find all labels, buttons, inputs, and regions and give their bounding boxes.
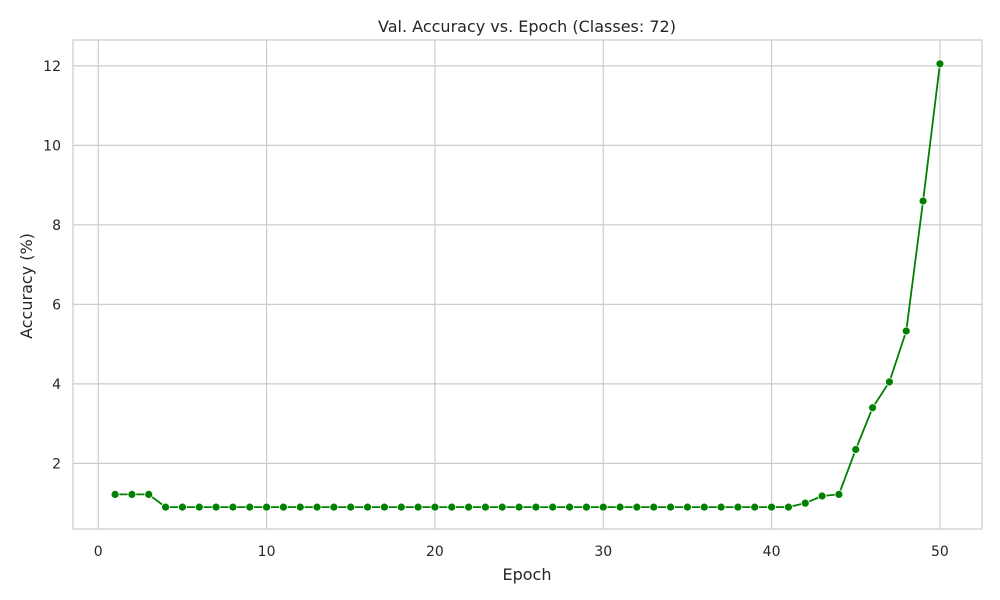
data-point [733,502,743,512]
data-point [262,502,271,512]
data-point [161,502,170,512]
y-tick-label: 2 [52,456,61,472]
data-point [615,502,625,512]
data-point [363,502,372,512]
x-tick-label: 50 [931,544,949,560]
x-axis-label: Epoch [503,565,552,584]
data-point [194,502,204,512]
data-point [598,502,608,512]
data-point [716,502,726,512]
data-point [127,490,137,499]
data-point [531,502,541,512]
data-point [346,502,356,512]
x-tick-label: 20 [426,544,444,560]
data-point [851,445,861,454]
data-point [396,502,406,512]
data-point [901,326,911,336]
y-tick-label: 8 [52,218,61,234]
data-point [211,502,221,512]
y-axis-label: Accuracy (%) [17,233,36,339]
data-point [514,502,524,512]
data-point [295,502,305,512]
data-point [413,502,423,512]
plot-frame [72,39,983,530]
data-point [228,502,238,512]
tick-labels: 0 10 20 30 40 50 2 4 6 8 10 12 [43,59,949,560]
data-point [380,502,389,512]
data-point [666,502,675,512]
x-tick-label: 30 [594,544,612,560]
series-layer [110,59,945,512]
data-point [481,502,490,512]
series-line [115,63,941,509]
data-point [817,491,827,501]
data-point [447,502,457,512]
data-point [430,502,440,512]
chart-title: Val. Accuracy vs. Epoch (Classes: 72) [378,17,676,36]
data-point [683,502,692,512]
data-point [784,502,793,512]
data-point [750,502,760,512]
data-point [582,502,591,512]
x-tick-label: 10 [258,544,276,560]
data-point [767,502,776,512]
data-point [918,196,928,206]
y-tick-label: 6 [52,297,61,313]
data-point [464,502,473,512]
data-point [497,502,507,512]
data-point [245,502,255,512]
grid-lines [73,40,982,529]
data-point [834,490,844,499]
data-point [329,502,339,512]
data-point [548,502,558,512]
data-point [565,502,574,512]
y-tick-label: 12 [43,59,61,75]
data-point [649,502,659,512]
data-point [312,502,322,512]
data-point [144,490,154,499]
data-point [885,377,894,387]
data-point [110,490,120,499]
data-point [279,502,288,512]
y-tick-label: 10 [43,138,61,154]
x-tick-label: 0 [94,544,103,560]
data-point [178,502,187,512]
x-tick-label: 40 [763,544,781,560]
data-point [935,59,945,69]
data-point [800,498,810,508]
data-point [868,403,877,413]
data-point [699,502,709,512]
data-point [632,502,642,512]
y-tick-label: 4 [52,377,61,393]
